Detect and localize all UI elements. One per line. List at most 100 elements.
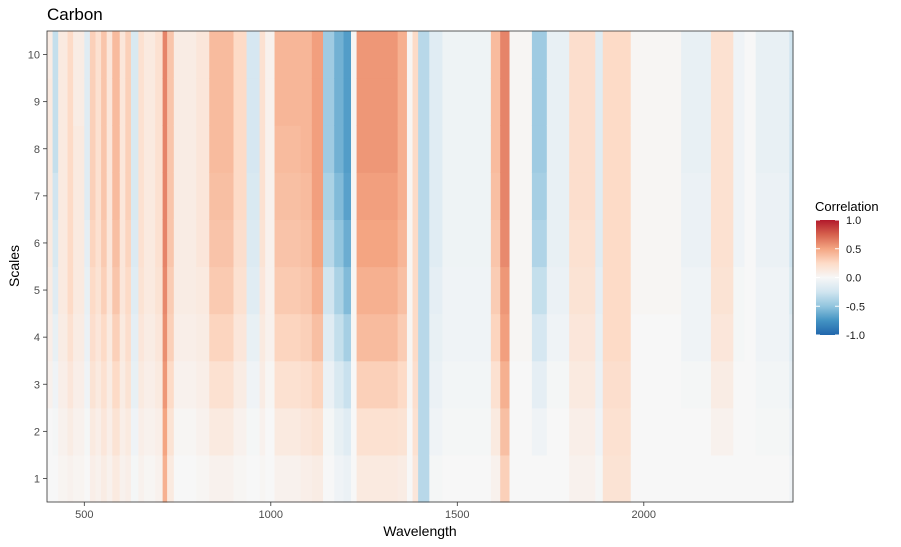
- heatmap-cell: [106, 407, 113, 456]
- heatmap-cell: [406, 360, 414, 409]
- heatmap-cell: [196, 31, 210, 79]
- heatmap-cell: [323, 219, 335, 268]
- heatmap-cell: [125, 78, 132, 126]
- heatmap-cell: [58, 31, 69, 79]
- heatmap-cell: [112, 125, 121, 173]
- heatmap-cell: [569, 172, 596, 220]
- heatmap-cell: [300, 219, 313, 268]
- heatmap-cell: [630, 266, 682, 315]
- heatmap-cell: [744, 78, 757, 126]
- heatmap-cell: [429, 219, 443, 268]
- heatmap-cell: [490, 360, 501, 409]
- heatmap-cell: [119, 266, 126, 315]
- heatmap-cell: [259, 454, 266, 503]
- heatmap-cell: [710, 78, 734, 126]
- heatmap-cell: [259, 125, 266, 173]
- heatmap-cell: [356, 407, 399, 456]
- heatmap-cell: [595, 125, 604, 173]
- heatmap-cell: [630, 172, 682, 220]
- heatmap-cell: [73, 125, 85, 173]
- heatmap-cell: [343, 78, 352, 126]
- heatmap-cell: [630, 313, 682, 362]
- heatmap-cell: [106, 125, 113, 173]
- heatmap-cell: [112, 172, 121, 220]
- heatmap-cell: [58, 454, 69, 503]
- heatmap-cell: [418, 360, 430, 409]
- heatmap-cell: [397, 360, 408, 409]
- heatmap-cell: [442, 266, 492, 315]
- heatmap-cell: [89, 266, 97, 315]
- heatmap-cell: [710, 172, 734, 220]
- heatmap-cell: [58, 219, 69, 268]
- heatmap-cell: [246, 219, 261, 268]
- heatmap-cell: [595, 219, 604, 268]
- heatmap-cell: [343, 454, 352, 503]
- heatmap-cell: [509, 407, 533, 456]
- heatmap-cell: [733, 125, 746, 173]
- heatmap-cell: [89, 219, 97, 268]
- heatmap-cell: [138, 360, 145, 409]
- heatmap-cell: [233, 454, 248, 503]
- heatmap-cell: [167, 360, 175, 409]
- heatmap-cell: [106, 219, 113, 268]
- heatmap-cell: [125, 454, 132, 503]
- heatmap-cell: [442, 172, 492, 220]
- heatmap-cell: [595, 31, 604, 79]
- heatmap-cell: [67, 360, 74, 409]
- heatmap-cell: [490, 313, 501, 362]
- heatmap-cell: [101, 78, 108, 126]
- heatmap-cell: [733, 360, 746, 409]
- heatmap-cell: [246, 172, 261, 220]
- heatmap-cell: [744, 454, 757, 503]
- heatmap-cell: [311, 172, 324, 220]
- heatmap-cell: [155, 360, 164, 409]
- heatmap-cell: [84, 78, 91, 126]
- heatmap-cell: [119, 125, 126, 173]
- heatmap-cell: [67, 219, 74, 268]
- heatmap-cell: [343, 219, 352, 268]
- heatmap-cell: [130, 360, 139, 409]
- heatmap-cell: [744, 219, 757, 268]
- heatmap-cell: [265, 313, 276, 362]
- heatmap-cell: [343, 172, 352, 220]
- heatmap-cell: [138, 125, 145, 173]
- heatmap-cell: [531, 313, 548, 362]
- heatmap-cell: [84, 313, 91, 362]
- heatmap-cell: [744, 31, 757, 79]
- heatmap-cell: [155, 313, 164, 362]
- heatmap-cell: [233, 125, 248, 173]
- heatmap-cell: [89, 125, 97, 173]
- heatmap-cell: [95, 219, 102, 268]
- y-tick-label: 10: [28, 50, 40, 62]
- heatmap-cell: [89, 313, 97, 362]
- heatmap-cell: [101, 172, 108, 220]
- heatmap-cell: [351, 266, 358, 315]
- heatmap-cell: [233, 31, 248, 79]
- heatmap-cell: [155, 266, 164, 315]
- heatmap-cell: [442, 31, 492, 79]
- heatmap-cell: [119, 407, 126, 456]
- heatmap-cell: [755, 360, 790, 409]
- heatmap-cell: [47, 454, 54, 503]
- heatmap-cell: [300, 172, 313, 220]
- heatmap-cell: [167, 125, 175, 173]
- heatmap-cell: [789, 407, 794, 456]
- heatmap-cell: [259, 360, 266, 409]
- heatmap-cell: [89, 31, 97, 79]
- heatmap-cell: [300, 313, 313, 362]
- heatmap-cell: [531, 172, 548, 220]
- legend-tick-label: 1.0: [846, 215, 861, 227]
- heatmap-cell: [155, 31, 164, 79]
- heatmap-cell: [323, 454, 335, 503]
- heatmap-cell: [95, 313, 102, 362]
- heatmap-cell: [406, 31, 414, 79]
- heatmap-cell: [84, 172, 91, 220]
- heatmap-cell: [259, 172, 266, 220]
- heatmap-cell: [429, 407, 443, 456]
- heatmap-cell: [173, 219, 197, 268]
- heatmap-cell: [143, 31, 156, 79]
- heatmap-cell: [106, 266, 113, 315]
- heatmap-cell: [442, 78, 492, 126]
- legend-colorbar: [816, 220, 839, 335]
- heatmap-cell: [546, 78, 570, 126]
